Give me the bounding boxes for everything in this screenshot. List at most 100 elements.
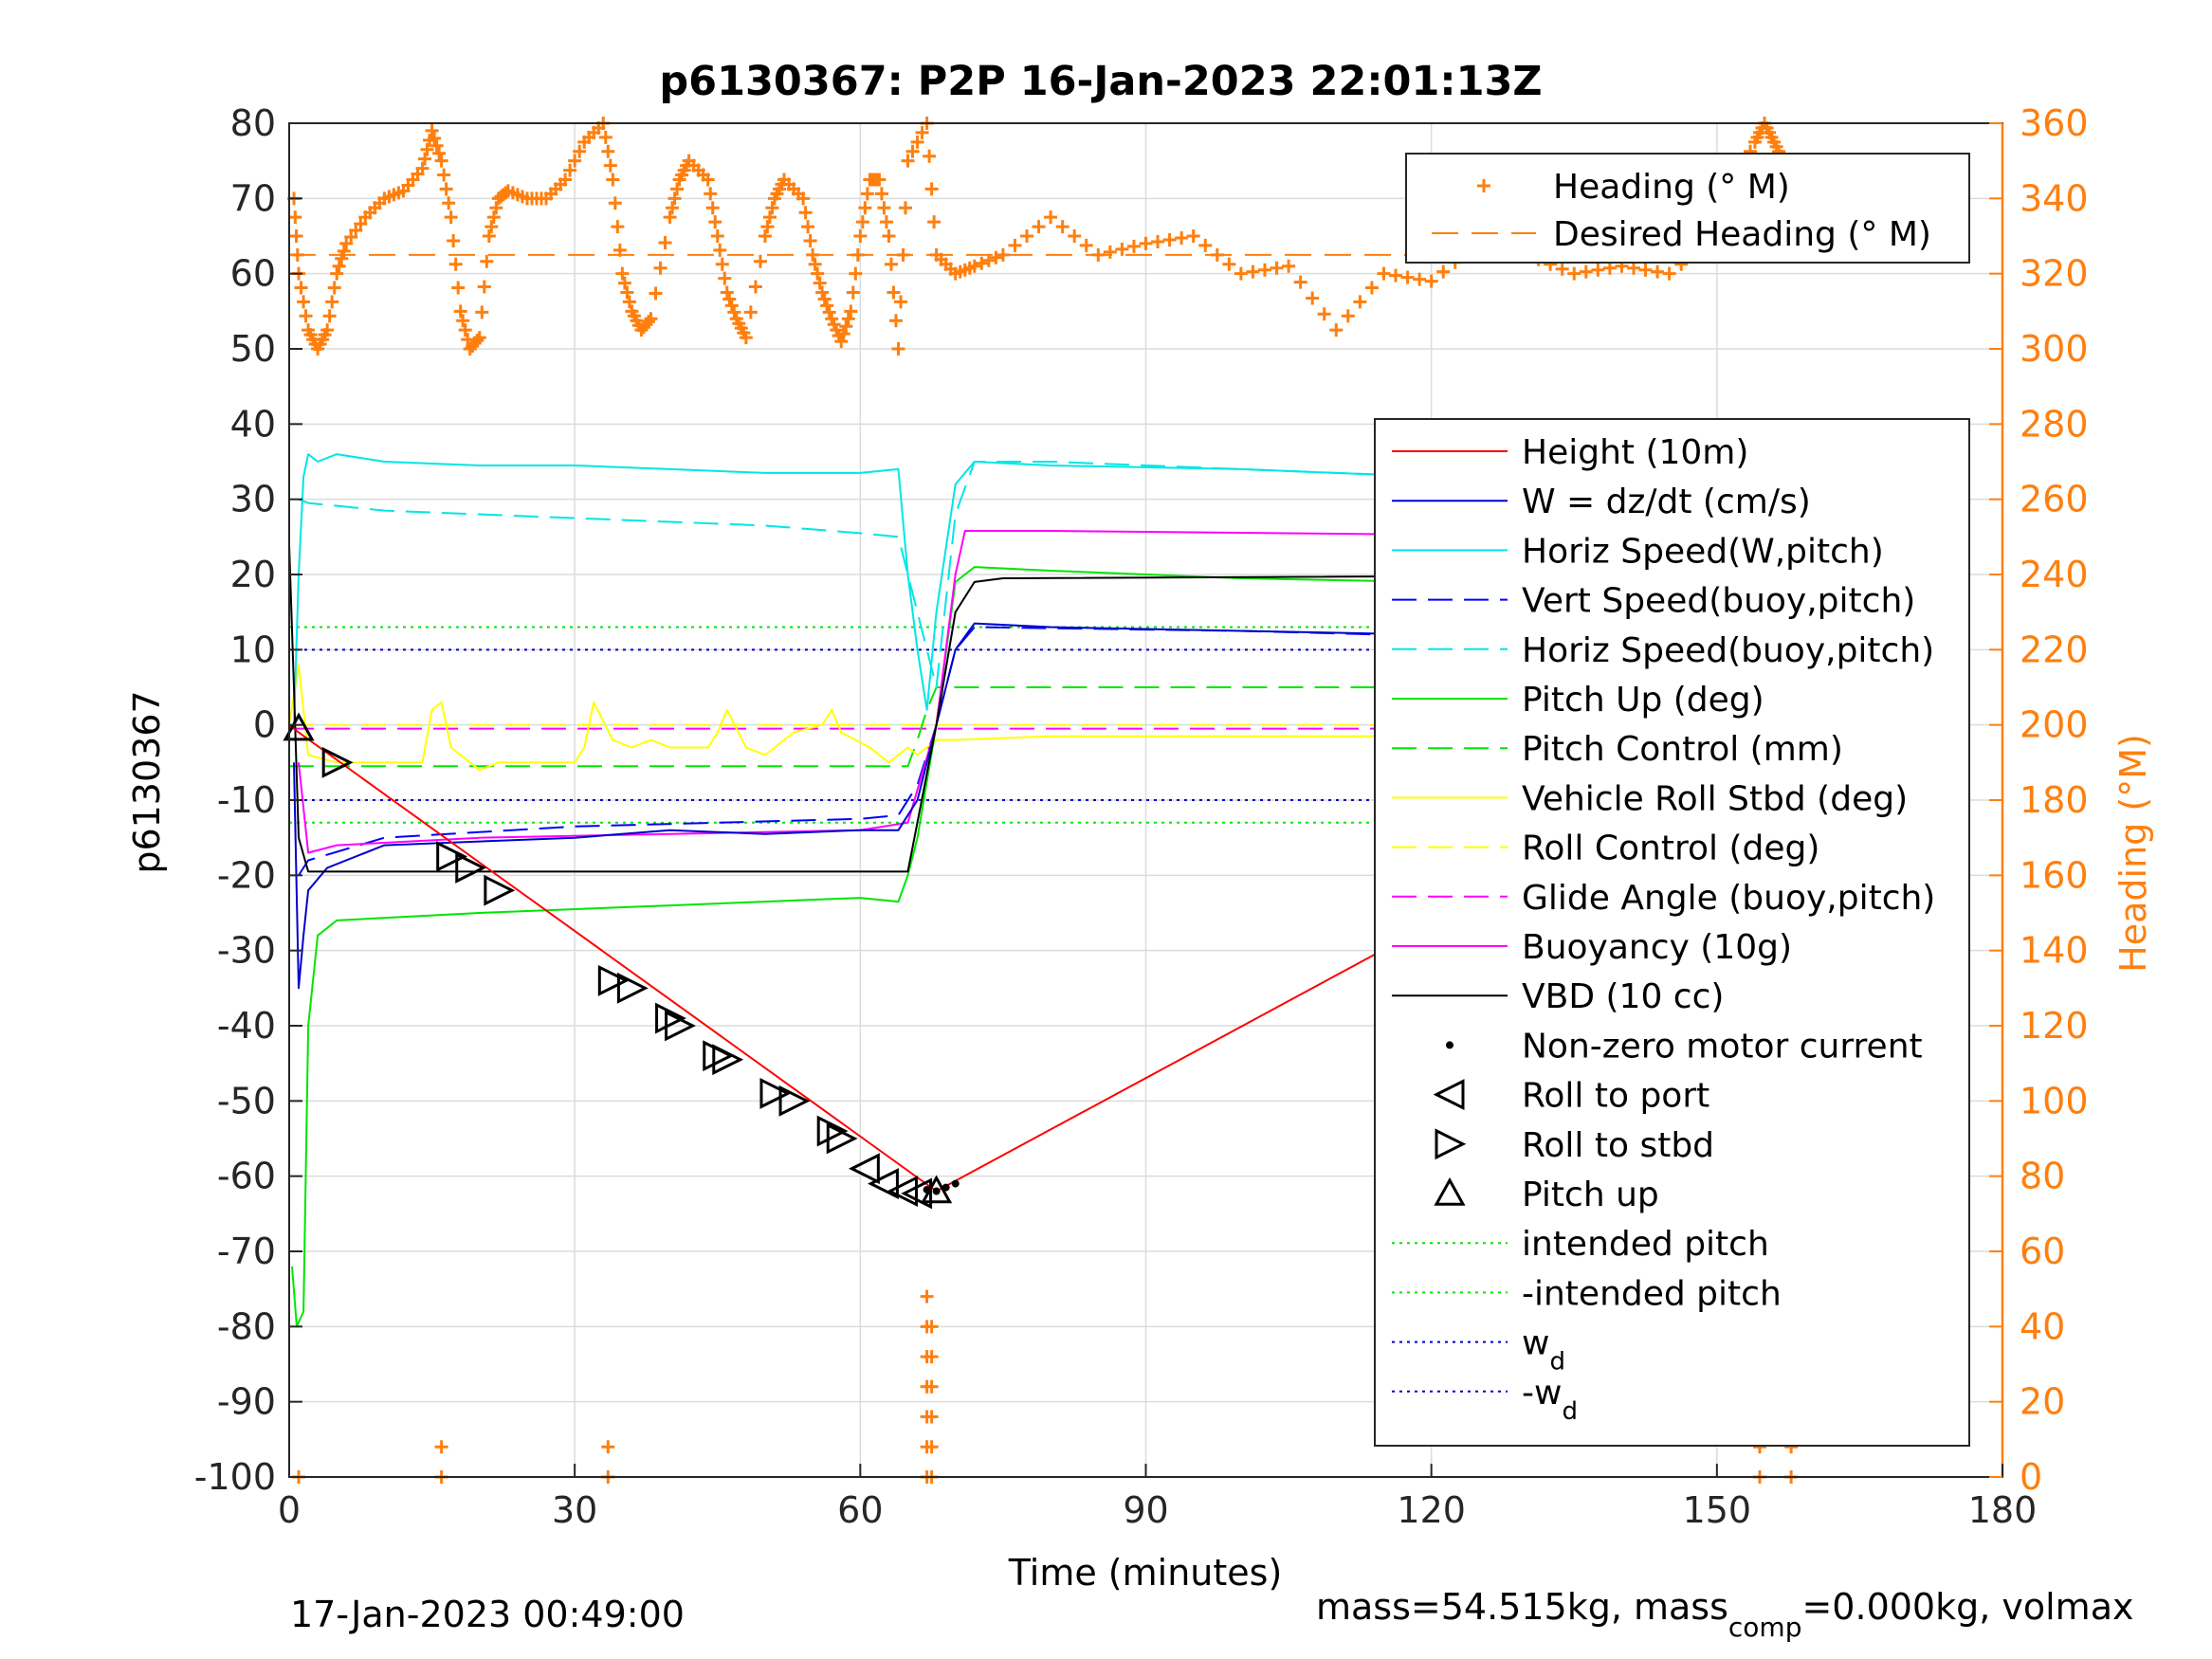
heading-marker: [330, 266, 344, 281]
x-tick-label: 150: [1683, 1489, 1752, 1531]
heading-marker: [1020, 229, 1034, 243]
y2-tick-label: 300: [2020, 328, 2089, 370]
y2-tick-label: 200: [2020, 704, 2089, 746]
heading-marker: [1151, 234, 1165, 248]
heading-marker: [663, 210, 677, 225]
heading-marker: [1353, 295, 1367, 309]
heading-marker: [882, 229, 896, 243]
heading-marker: [299, 309, 313, 323]
heading-marker: [1364, 281, 1379, 295]
y2-tick-label: 260: [2020, 479, 2089, 520]
pitch-up-line: [291, 558, 1795, 1328]
legend-label: Pitch up: [1522, 1176, 1659, 1214]
heading-marker: [1103, 245, 1117, 259]
heading-marker: [1175, 230, 1189, 245]
y2-tick-label: 40: [2020, 1305, 2065, 1347]
heading-spike-marker: [434, 1440, 448, 1454]
y-tick-label: 20: [230, 554, 276, 595]
roll-to-stbd-marker: [665, 1010, 696, 1042]
y-tick-label: -100: [194, 1456, 276, 1498]
vbd-line: [288, 544, 1795, 873]
horiz-speed-line: [293, 453, 1794, 725]
heading-marker: [901, 154, 915, 168]
heading-marker: [649, 286, 663, 301]
heading-marker: [1377, 266, 1391, 281]
heading-marker: [482, 229, 496, 243]
roll-to-stbd-marker: [484, 874, 516, 906]
x-tick-label: 90: [1123, 1489, 1168, 1531]
roll-to-stbd-marker: [455, 851, 487, 884]
pitch-up-marker: [283, 712, 315, 741]
plot-area: [283, 117, 1801, 1484]
heading-marker: [617, 276, 631, 290]
y-axis-label: p6130367: [126, 690, 168, 873]
heading-marker: [442, 196, 456, 210]
heading-marker: [708, 215, 722, 229]
y-tick-label: -40: [217, 1005, 276, 1047]
heading-legend: Heading (° M) Desired Heading (° M): [1405, 153, 1970, 264]
roll-to-stbd-marker: [655, 1002, 686, 1034]
y2-tick-label: 140: [2020, 930, 2089, 972]
heading-marker: [1602, 261, 1617, 275]
heading-marker: [701, 173, 715, 187]
y-tick-label: -90: [217, 1381, 276, 1423]
legend-label: Pitch Control (mm): [1522, 730, 1843, 769]
heading-marker: [887, 285, 901, 300]
roll-to-stbd-marker: [778, 1085, 811, 1117]
legend-label: -intended pitch: [1522, 1274, 1782, 1313]
heading-marker: [289, 229, 303, 243]
vehicle-roll-line: [288, 664, 1784, 772]
heading-marker: [1079, 238, 1093, 252]
y-tick-label: -10: [217, 779, 276, 821]
motor-current-point: [923, 1185, 931, 1194]
legend-label: Horiz Speed(W,pitch): [1522, 532, 1884, 571]
heading-marker: [1055, 220, 1069, 234]
legend-label: Pitch Up (deg): [1522, 681, 1764, 720]
heading-marker: [996, 247, 1010, 262]
y2-tick-label: 220: [2020, 629, 2089, 670]
y-tick-label: 70: [230, 177, 276, 219]
heading-marker: [981, 253, 996, 267]
heading-marker: [798, 206, 813, 220]
heading-marker: [486, 210, 501, 225]
y2-tick-label: 320: [2020, 253, 2089, 295]
heading-marker: [1008, 238, 1022, 252]
heading-spike-marker: [920, 1289, 934, 1304]
heading-marker: [1638, 263, 1653, 277]
heading-marker: [1162, 232, 1177, 246]
heading-marker: [1555, 262, 1569, 276]
w-line: [293, 622, 1794, 990]
heading-marker: [989, 250, 1003, 264]
heading-marker: [718, 271, 732, 285]
axes: 0 30 60 90 120 150 18080706050403020100-10-20-…: [194, 102, 2089, 1531]
heading-marker: [322, 309, 337, 323]
motor-current-point: [932, 1187, 941, 1195]
heading-marker: [437, 168, 451, 182]
heading-marker: [611, 220, 625, 234]
heading-spike-marker: [924, 1379, 939, 1394]
y-tick-label: -50: [217, 1080, 276, 1121]
heading-marker: [1651, 264, 1665, 279]
heading-marker: [910, 135, 924, 149]
heading-marker: [1115, 242, 1129, 256]
motor-current-point: [951, 1179, 960, 1188]
heading-marker: [1389, 268, 1403, 283]
legend-label: VBD (10 cc): [1522, 977, 1724, 1016]
heading-spike-marker: [924, 1440, 939, 1454]
heading-marker: [817, 292, 832, 306]
legend-heading-symbol: [1477, 179, 1490, 192]
heading-marker: [453, 304, 467, 319]
heading-marker: [822, 305, 836, 319]
heading-marker: [297, 295, 311, 309]
heading-marker: [811, 266, 825, 281]
heading-marker: [1234, 266, 1248, 281]
heading-marker: [470, 334, 484, 348]
heading-marker: [739, 331, 753, 345]
y2-tick-label: 240: [2020, 554, 2089, 595]
heading-marker: [430, 138, 444, 153]
heading-marker: [858, 201, 872, 215]
legend-label: Buoyancy (10g): [1522, 928, 1792, 967]
y-tick-label: -80: [217, 1305, 276, 1347]
heading-marker: [1413, 272, 1427, 286]
chart-title: p6130367: P2P 16-Jan-2023 22:01:13Z: [659, 58, 1542, 105]
